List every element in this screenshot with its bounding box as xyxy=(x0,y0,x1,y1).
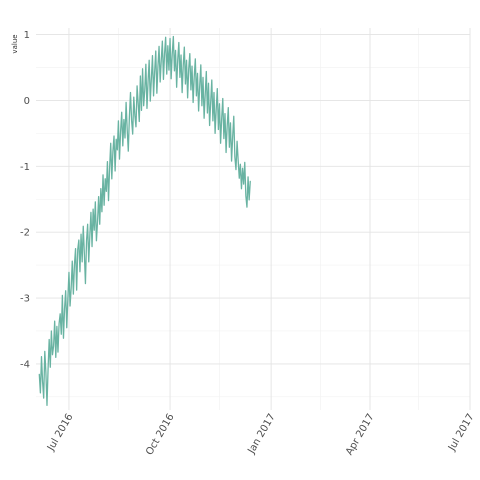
x-tick-label: Oct 2016 xyxy=(144,412,176,457)
x-tick-label: Jul 2016 xyxy=(45,412,75,454)
minor-gridlines xyxy=(36,28,470,410)
x-tick-label: Jan 2017 xyxy=(246,412,278,457)
y-tick-labels: 1 0 -1 -2 -3 -4 xyxy=(20,30,30,370)
x-tick-label: Apr 2017 xyxy=(344,412,376,457)
x-tick-labels: Jul 2016 Oct 2016 Jan 2017 Apr 2017 Jul 2017 xyxy=(45,412,476,457)
series-line xyxy=(38,35,251,407)
y-tick-label: -3 xyxy=(20,294,30,305)
x-tick-label: Jul 2017 xyxy=(446,412,476,454)
y-tick-label: -1 xyxy=(20,162,30,173)
y-axis-label: value xyxy=(11,34,19,53)
series-layer xyxy=(38,35,251,407)
major-gridlines xyxy=(36,28,471,410)
y-tick-label: 0 xyxy=(24,96,30,107)
y-tick-label: -2 xyxy=(20,228,30,239)
y-tick-label: -4 xyxy=(20,359,30,370)
y-tick-label: 1 xyxy=(24,30,30,41)
